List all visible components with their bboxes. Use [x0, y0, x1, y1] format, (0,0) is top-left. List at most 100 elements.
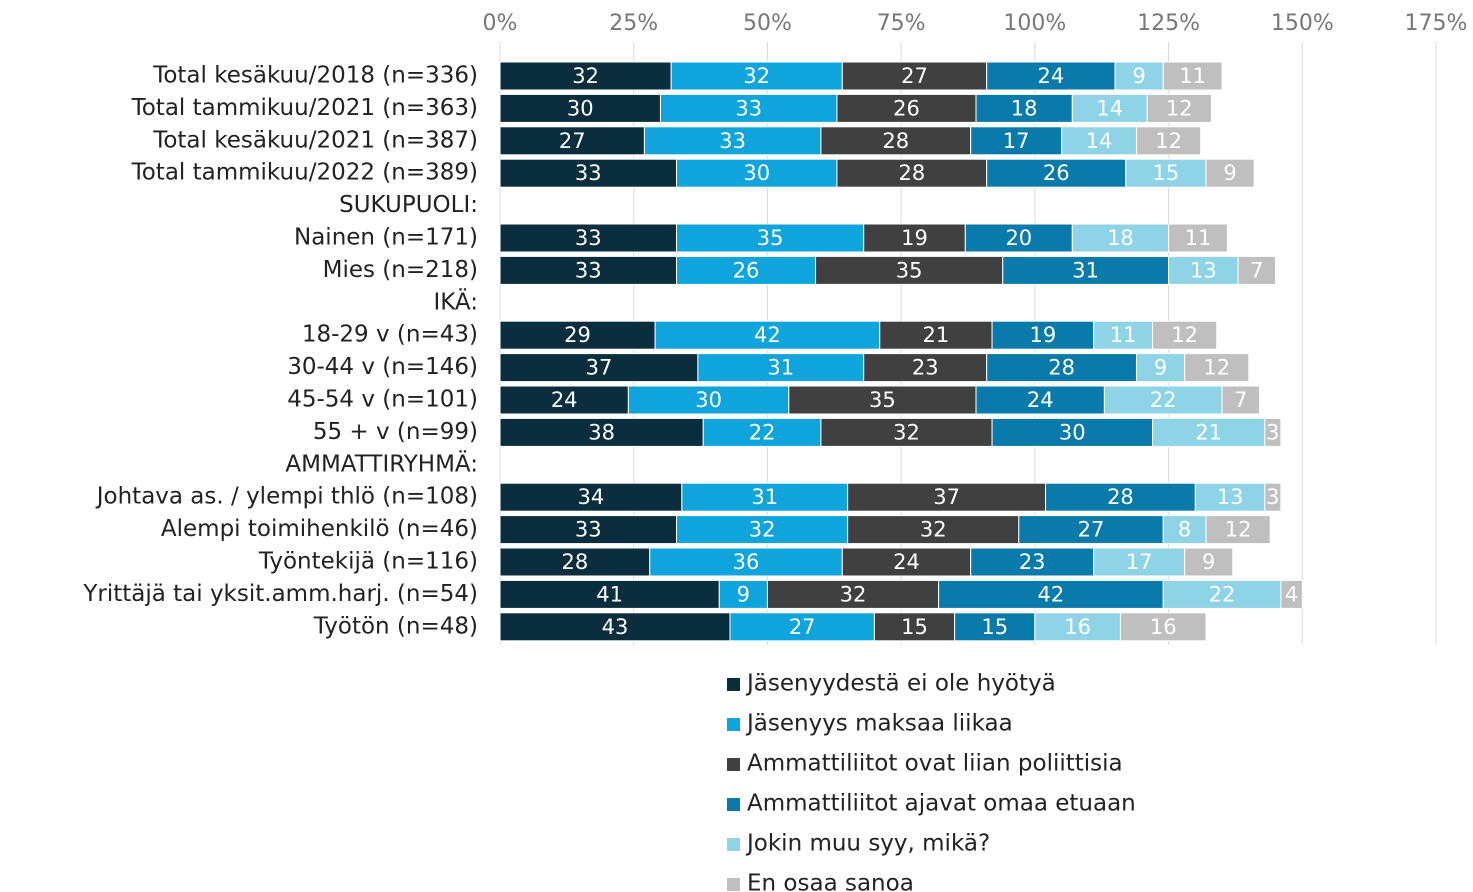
bar-segment	[863, 353, 988, 383]
bar-segment	[499, 126, 645, 156]
bar-segment	[1125, 158, 1207, 188]
bar-segment	[1205, 158, 1255, 188]
bar-segment	[1264, 417, 1282, 447]
data-label: 28	[562, 550, 589, 574]
bar-segment	[499, 223, 678, 253]
category-label: Nainen (n=171)	[294, 225, 478, 251]
data-label: 17	[1003, 129, 1030, 153]
bar-segment	[1237, 255, 1277, 285]
legend-label: En osaa sanoa	[747, 871, 914, 892]
data-label: 32	[572, 64, 599, 88]
data-label: 32	[743, 64, 770, 88]
data-label: 26	[893, 96, 920, 120]
data-label: 27	[559, 129, 586, 153]
data-label: 4	[1285, 582, 1298, 606]
data-label: 24	[1038, 64, 1065, 88]
data-label: 16	[1150, 615, 1177, 639]
data-label: 23	[912, 356, 939, 380]
data-label: 35	[757, 226, 784, 250]
bar-segment	[841, 547, 972, 577]
data-label: 13	[1190, 258, 1217, 282]
data-label: 9	[1223, 161, 1236, 185]
bar-segment	[1152, 320, 1218, 350]
bar-segment	[1045, 482, 1196, 512]
bar-segment	[681, 482, 849, 512]
category-label: 45-54 v (n=101)	[287, 387, 478, 413]
bar-segment	[1034, 612, 1121, 642]
legend-marker	[727, 838, 740, 851]
x-tick-label: 125%	[1137, 11, 1200, 36]
data-label: 33	[575, 226, 602, 250]
data-label: 15	[901, 615, 928, 639]
data-label: 35	[869, 388, 896, 412]
data-label: 22	[1209, 582, 1236, 606]
data-label: 7	[1234, 388, 1247, 412]
bar-segment	[499, 385, 629, 415]
data-label: 24	[1027, 388, 1054, 412]
data-label: 12	[1166, 96, 1193, 120]
bar-segment	[1264, 482, 1282, 512]
category-label: IKÄ:	[433, 287, 478, 315]
legend-label: Jäsenyydestä ei ole hyötyä	[745, 671, 1056, 697]
data-label: 31	[767, 356, 794, 380]
x-tick-label: 100%	[1003, 11, 1066, 36]
data-label: 27	[1078, 518, 1105, 542]
data-label: 41	[596, 582, 623, 606]
data-label: 3	[1266, 420, 1279, 444]
category-label: Johtava as. / ylempi thlö (n=108)	[95, 484, 478, 510]
x-tick-label: 25%	[609, 11, 658, 36]
data-label: 32	[920, 518, 947, 542]
bar-segment	[499, 612, 731, 642]
data-label: 20	[1005, 226, 1032, 250]
data-label: 26	[733, 258, 760, 282]
bar-segment	[1152, 417, 1266, 447]
bar-segment	[954, 612, 1036, 642]
bar-segment	[1071, 93, 1148, 123]
bar-segment	[836, 93, 977, 123]
data-label: 28	[898, 161, 925, 185]
bar-segment	[938, 579, 1164, 609]
data-label: 28	[882, 129, 909, 153]
bar-segment	[863, 223, 966, 253]
data-label: 9	[737, 582, 750, 606]
data-label: 15	[1153, 161, 1180, 185]
data-label: 33	[575, 258, 602, 282]
data-label: 9	[1202, 550, 1215, 574]
category-label: Total kesäkuu/2018 (n=336)	[152, 63, 478, 89]
legend-marker	[727, 758, 740, 771]
bar-segment	[1205, 515, 1271, 545]
data-label: 29	[564, 323, 591, 347]
legend-label: Ammattiliitot ajavat omaa etuaan	[747, 791, 1136, 817]
data-label: 12	[1225, 518, 1252, 542]
bar-segment	[873, 612, 956, 642]
bar-segment	[697, 353, 865, 383]
bar-segment	[499, 515, 678, 545]
bar-segment	[1061, 126, 1137, 156]
data-label: 24	[893, 550, 920, 574]
legend-label: Jäsenyys maksaa liikaa	[745, 711, 1013, 737]
data-label: 42	[1038, 582, 1065, 606]
data-label: 15	[981, 615, 1008, 639]
bar-segment	[1018, 515, 1164, 545]
bar-segment	[499, 320, 656, 350]
bar-segment	[659, 93, 838, 123]
bar-segment	[1280, 579, 1303, 609]
category-label: Total kesäkuu/2021 (n=387)	[152, 127, 478, 153]
data-label: 30	[743, 161, 770, 185]
data-label: 22	[749, 420, 776, 444]
data-label: 36	[733, 550, 760, 574]
data-label: 12	[1171, 323, 1198, 347]
data-label: 28	[1107, 485, 1134, 509]
bar-segment	[649, 547, 843, 577]
bar-segment	[991, 417, 1154, 447]
data-label: 26	[1043, 161, 1070, 185]
bar-segment	[676, 223, 865, 253]
category-label: Työntekijä (n=116)	[258, 549, 478, 575]
bar-segment	[986, 353, 1137, 383]
data-label: 12	[1203, 356, 1230, 380]
x-tick-label: 175%	[1405, 11, 1468, 36]
x-tick-label: 50%	[743, 11, 792, 36]
data-label: 30	[567, 96, 594, 120]
legend-marker	[727, 798, 740, 811]
